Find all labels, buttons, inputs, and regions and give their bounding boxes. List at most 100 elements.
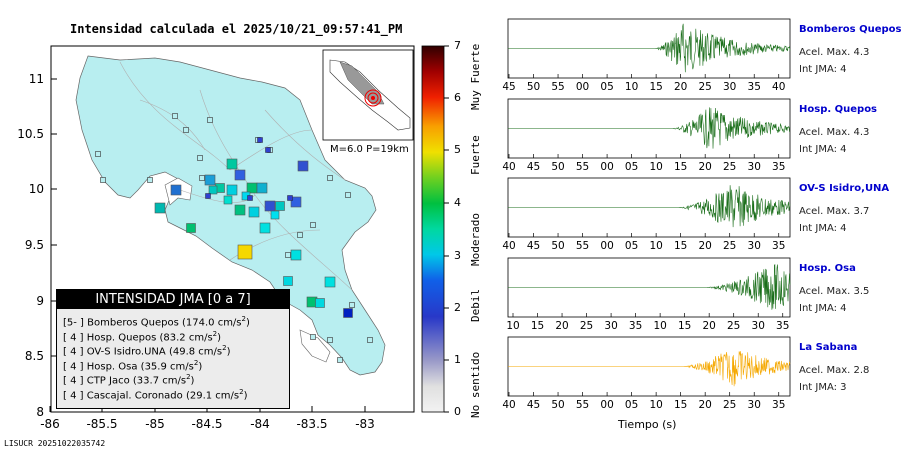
waveform-tick-label: 20 xyxy=(698,240,711,252)
station-marker xyxy=(283,276,293,286)
legend-station: CTP Jaco xyxy=(86,375,130,387)
station-marker-small xyxy=(367,337,373,343)
waveform-tick-label: 45 xyxy=(502,81,515,93)
legend-level: [5- ] xyxy=(63,317,84,329)
colorbar-level: 2 xyxy=(454,301,461,314)
legend-unit-exponent: 2 xyxy=(212,329,218,338)
legend-close: ) xyxy=(243,389,248,401)
legend-value: (174.0 cm/s xyxy=(181,317,242,329)
waveform-tick-label: 45 xyxy=(527,399,540,411)
waveform-tick-label: 35 xyxy=(772,161,785,173)
waveform-tick-label: 30 xyxy=(748,240,761,252)
legend-value: (35.9 cm/s xyxy=(140,360,194,372)
waveform-trace xyxy=(508,264,791,310)
colorbar-level: 3 xyxy=(454,249,461,262)
station-accel: Acel. Max. 3.7 xyxy=(799,206,870,217)
legend-row: [ 4 ] Cascajal. Coronado (29.1 cm/s2) xyxy=(63,388,247,401)
station-name: La Sabana xyxy=(799,342,858,353)
waveform-tick-label: 50 xyxy=(527,81,540,93)
intensity-colorbar xyxy=(421,45,449,413)
station-marker xyxy=(315,298,325,308)
waveform-tick-label: 05 xyxy=(625,161,638,173)
legend-level: [ 4 ] xyxy=(63,360,84,372)
golfo-dulce xyxy=(299,329,331,363)
station-marker xyxy=(275,201,285,211)
epicenter-marker xyxy=(364,89,382,107)
colorbar-gradient xyxy=(421,45,445,413)
waveform-tick-label: 35 xyxy=(748,81,761,93)
waveform-tick-label: 20 xyxy=(555,320,568,332)
map-ytick-label: 11 xyxy=(29,72,44,86)
station-marker xyxy=(170,184,182,196)
station-marker xyxy=(234,169,246,181)
station-marker xyxy=(204,174,216,186)
station-jma: Int JMA: 4 xyxy=(799,144,847,155)
legend-close: ) xyxy=(198,360,203,372)
legend-value: (49.8 cm/s xyxy=(168,346,223,358)
footer-id: LISUCR 20251022035742 xyxy=(4,439,106,448)
map-ytick-label: 9.5 xyxy=(25,238,44,252)
legend-row: [ 4 ] OV-S Isidro.UNA (49.8 cm/s2) xyxy=(63,344,230,357)
waveform-tick-label: 30 xyxy=(723,81,736,93)
legend-unit-exponent: 2 xyxy=(241,315,246,323)
waveform-tick-label: 25 xyxy=(580,320,593,332)
legend-value: (83.2 cm/s xyxy=(159,331,213,343)
station-marker-small xyxy=(197,155,203,161)
station-marker-blue xyxy=(265,147,271,153)
legend-value: (29.1 cm/s xyxy=(185,389,240,401)
x-axis-label: Tiempo (s) xyxy=(618,418,677,431)
waveform-tick-label: 00 xyxy=(600,161,613,173)
legend-close: ) xyxy=(190,375,195,387)
colorbar-level: 5 xyxy=(454,143,461,156)
legend-close: ) xyxy=(217,331,222,343)
waveform-tick-label: 05 xyxy=(600,81,613,93)
station-marker-small xyxy=(285,252,291,258)
station-accel: Acel. Max. 4.3 xyxy=(799,127,870,138)
map-ytick-label: 10.5 xyxy=(17,127,44,141)
colorbar-level: 4 xyxy=(454,196,461,209)
station-marker-blue xyxy=(205,193,211,199)
station-marker xyxy=(186,223,196,233)
waveform-tick-label: 15 xyxy=(674,240,687,252)
map-xtick-label: -83 xyxy=(355,417,375,431)
station-marker xyxy=(290,196,302,208)
station-marker xyxy=(297,160,309,172)
legend-close: ) xyxy=(226,346,231,358)
waveform-tick-label: 50 xyxy=(551,399,564,411)
station-marker-small xyxy=(310,334,316,340)
waveform-tick-label: 30 xyxy=(748,399,761,411)
waveform-tick-label: 40 xyxy=(772,81,785,93)
waveform-tick-label: 15 xyxy=(531,320,544,332)
waveform-tick-label: 10 xyxy=(625,81,638,93)
colorbar-level: 6 xyxy=(454,91,461,104)
waveform-tick-label: 20 xyxy=(698,399,711,411)
waveform-tick-label: 00 xyxy=(600,399,613,411)
station-name: Hosp. Quepos xyxy=(799,104,878,115)
station-marker-small xyxy=(95,151,101,157)
legend-close: ) xyxy=(245,317,250,329)
waveform-tick-label: 35 xyxy=(776,320,789,332)
waveform-tick-label: 15 xyxy=(674,161,687,173)
map-xtick-label: -86 xyxy=(40,417,60,431)
waveform-tick-label: 40 xyxy=(502,240,515,252)
legend-unit-exponent: 2 xyxy=(239,387,244,396)
waveform-trace xyxy=(508,185,791,228)
station-marker xyxy=(248,206,260,218)
station-marker xyxy=(208,185,218,195)
station-marker xyxy=(343,308,353,318)
waveform-tick-label: 25 xyxy=(723,399,736,411)
station-jma: Int JMA: 4 xyxy=(799,303,847,314)
station-marker xyxy=(259,222,271,234)
colorbar-level: 0 xyxy=(454,405,461,418)
waveform-tick-label: 15 xyxy=(678,320,691,332)
map-xtick-label: -85 xyxy=(145,417,165,431)
station-jma: Int JMA: 3 xyxy=(799,382,847,393)
station-marker-small xyxy=(100,177,106,183)
waveform-tick-label: 55 xyxy=(576,240,589,252)
map-xtick-label: -83.5 xyxy=(296,417,327,431)
waveform-tick-label: 15 xyxy=(674,399,687,411)
legend-level: [ 4 ] xyxy=(63,375,84,387)
map-xtick-label: -84.5 xyxy=(191,417,222,431)
station-marker-blue xyxy=(287,195,293,201)
